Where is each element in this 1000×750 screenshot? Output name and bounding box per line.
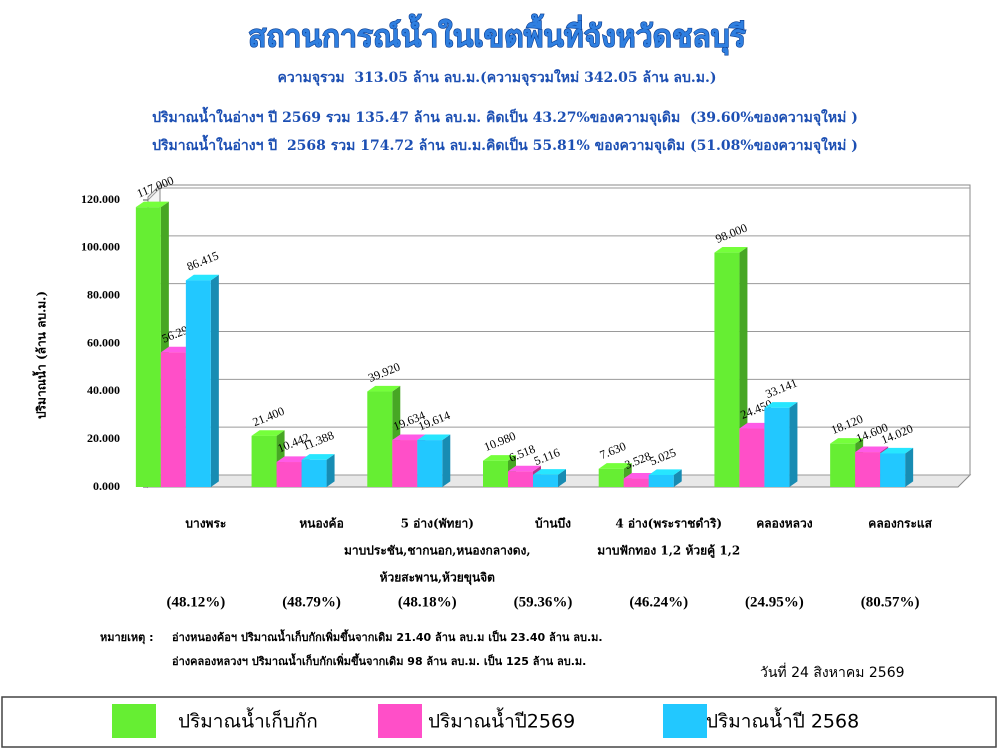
x-tick-label: 4 อ่าง(พระราชดำริ) [615, 517, 722, 531]
grid-line-wall [147, 187, 161, 201]
date: วันที่ 24 สิงหาคม 2569 [760, 663, 905, 681]
bar-side [210, 274, 219, 487]
note-label: หมายเหตุ : [100, 631, 154, 645]
bar-top [764, 402, 798, 408]
bar-side [326, 454, 335, 487]
bar-side [673, 469, 682, 487]
legend-swatch [663, 704, 707, 738]
bar [367, 391, 393, 487]
bar [276, 462, 302, 487]
bar [855, 452, 881, 487]
bar [648, 474, 674, 487]
percent-label: (48.12%) [166, 594, 225, 610]
note: อ่างหนองค้อฯ ปริมาณน้ำเก็บกักเพิ่มขึ้นจา… [172, 629, 603, 644]
bar-side [442, 434, 451, 487]
summary-line: ปริมาณน้ำในอ่างฯ ปี 2569 รวม 135.47 ล้าน… [152, 106, 858, 126]
bar-top [598, 463, 632, 469]
bar-top [367, 385, 401, 392]
bar-top [533, 469, 566, 475]
percent-label: (59.36%) [514, 594, 573, 610]
legend-box [1, 696, 997, 748]
y-tick-label: 80.000 [87, 287, 120, 301]
bar [714, 252, 740, 487]
bar [135, 207, 161, 488]
percent-label: (48.79%) [282, 594, 341, 610]
bar-top [830, 438, 864, 444]
bar [301, 459, 327, 487]
x-tick-label: หนองค้อ [299, 517, 343, 531]
x-tick-label: 5 อ่าง(พัทยา) [401, 517, 474, 531]
bar-top [251, 430, 285, 436]
bar-side [558, 469, 566, 487]
bar-side [789, 402, 798, 487]
bar-top [185, 274, 219, 281]
legend-label: ปริมาณน้ำปี 2568 [706, 708, 859, 733]
bar-top [392, 434, 426, 441]
bar-top [508, 465, 541, 472]
percent-label: (24.95%) [745, 594, 804, 610]
legend-swatch [112, 704, 156, 738]
y-tick-label: 40.000 [87, 383, 120, 397]
summary-line: ปริมาณน้ำในอ่างฯ ปี 2568 รวม 174.72 ล้าน… [152, 134, 858, 154]
bar [160, 352, 186, 487]
bar-side [905, 447, 914, 487]
bar [623, 478, 649, 487]
bar [739, 428, 765, 487]
y-tick-label: 60.000 [87, 335, 120, 349]
y-tick-label: 20.000 [87, 431, 120, 445]
bar-top [417, 434, 451, 441]
bar [185, 280, 211, 487]
bar-top [739, 422, 773, 429]
legend-label: ปริมาณน้ำปี2569 [428, 708, 575, 733]
legend-swatch [378, 704, 422, 738]
category-detail: มาบฟักทอง 1,2 ห้วยคู้ 1,2 [597, 544, 740, 559]
x-tick-label: คลองกระแส [868, 517, 932, 531]
y-tick-label: 120.000 [81, 192, 120, 206]
bar-top [483, 455, 516, 461]
bar [880, 453, 906, 487]
y-tick-label: 0.000 [93, 479, 120, 493]
subtitle: ความจุรวม 313.05 ล้าน ลบ.ม.(ความจุรวมใหม… [278, 68, 717, 86]
bar-top [135, 201, 169, 208]
percent-label: (48.18%) [398, 594, 457, 610]
x-tick-label: บางพระ [185, 517, 226, 531]
bar-top [301, 454, 335, 460]
category-detail: ห้วยสะพาน,ห้วยขุนจิต [380, 571, 496, 586]
bar-top [648, 469, 682, 475]
bar [483, 460, 508, 487]
x-tick-label: บ้านบึง [535, 517, 571, 531]
bar-top [855, 446, 889, 453]
bar [830, 443, 856, 487]
bar [764, 407, 790, 487]
percent-label: (46.24%) [629, 594, 688, 610]
bar-top [160, 346, 194, 353]
category-detail: มาบประชัน,ชากนอก,หนองกลางดง, [344, 544, 531, 558]
bar [392, 440, 418, 487]
bar [508, 471, 533, 487]
y-axis-label: ปริมาณน้ำ (ล้าน ลบ.ม.) [32, 291, 49, 419]
percent-label: (80.57%) [861, 594, 920, 610]
bar [598, 468, 624, 487]
bar-top [714, 247, 748, 253]
bar [533, 474, 558, 487]
bar [417, 440, 443, 487]
bar-top [623, 472, 657, 479]
x-tick-label: คลองหลวง [756, 517, 812, 531]
legend-label: ปริมาณน้ำเก็บกัก [178, 708, 318, 733]
y-tick-label: 100.000 [81, 240, 120, 254]
bar-top [880, 447, 914, 454]
note: อ่างคลองหลวงฯ ปริมาณน้ำเก็บกักเพิ่มขึ้นจ… [172, 653, 586, 668]
bar-top [276, 456, 310, 463]
chart-title: สถานการณ์น้ำในเขตพื้นที่จังหวัดชลบุรี [248, 14, 746, 56]
bar [251, 435, 277, 487]
